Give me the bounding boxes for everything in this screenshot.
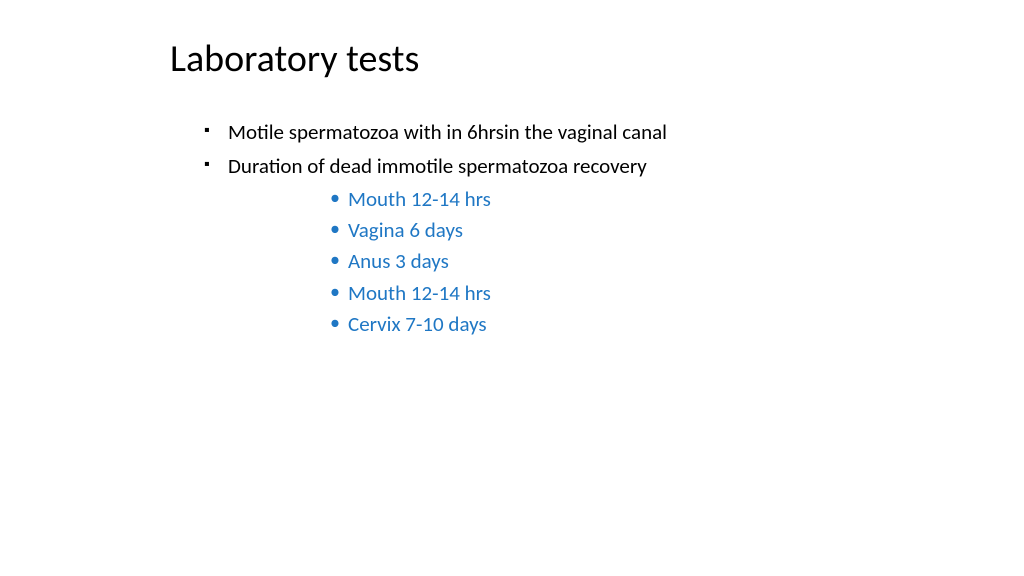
slide: Laboratory tests Motile spermatozoa with… <box>0 0 1024 576</box>
sub-bullet-text: Mouth 12-14 hrs <box>348 186 491 212</box>
bullet-list-level2: Mouth 12-14 hrs Vagina 6 days Anus 3 day… <box>228 185 1024 339</box>
sub-bullet-text: Vagina 6 days <box>348 217 463 243</box>
bullet-text: Motile spermatozoa with in 6hrsin the va… <box>228 119 667 145</box>
sub-bullet-item: Mouth 12-14 hrs <box>348 279 1024 307</box>
bullet-list-level1: Motile spermatozoa with in 6hrsin the va… <box>170 118 1024 338</box>
sub-bullet-text: Cervix 7-10 days <box>348 311 487 337</box>
sub-bullet-item: Cervix 7-10 days <box>348 310 1024 338</box>
slide-title: Laboratory tests <box>170 36 1024 82</box>
bullet-item: Motile spermatozoa with in 6hrsin the va… <box>228 118 1024 146</box>
sub-bullet-item: Anus 3 days <box>348 247 1024 275</box>
sub-bullet-text: Anus 3 days <box>348 248 449 274</box>
bullet-item: Duration of dead immotile spermatozoa re… <box>228 152 1024 338</box>
sub-bullet-item: Mouth 12-14 hrs <box>348 185 1024 213</box>
sub-bullet-item: Vagina 6 days <box>348 216 1024 244</box>
sub-bullet-text: Mouth 12-14 hrs <box>348 280 491 306</box>
bullet-text: Duration of dead immotile spermatozoa re… <box>228 153 647 179</box>
